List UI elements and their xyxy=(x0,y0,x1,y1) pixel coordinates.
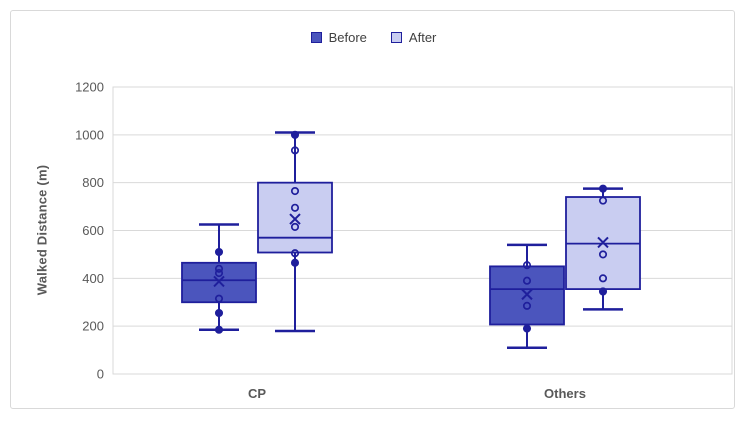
box-cp-before xyxy=(181,223,257,334)
data-point xyxy=(290,146,300,155)
data-point xyxy=(214,264,224,273)
mean-x-marker xyxy=(521,288,533,301)
mean-x-marker xyxy=(289,213,301,225)
data-point xyxy=(214,308,224,318)
legend-label-after: After xyxy=(408,30,437,45)
before-series-swatch xyxy=(310,32,322,43)
x-category-label-cp: CP xyxy=(247,386,267,401)
y-tick-label-600: 600 xyxy=(82,223,104,238)
y-axis-title: Walked Distance (m) xyxy=(34,164,50,296)
data-point xyxy=(290,130,300,139)
data-point xyxy=(290,258,300,267)
data-point xyxy=(522,276,532,285)
y-tick-label-1200: 1200 xyxy=(75,80,104,95)
data-point xyxy=(522,301,532,310)
legend-label-before: Before xyxy=(328,30,367,45)
data-point xyxy=(598,287,608,296)
data-point xyxy=(598,196,608,205)
legend: Before After xyxy=(0,30,747,45)
x-category-label-others: Others xyxy=(544,386,586,401)
data-point xyxy=(214,325,224,334)
after-series-swatch xyxy=(390,32,402,43)
y-tick-label-800: 800 xyxy=(82,175,104,190)
data-point xyxy=(522,261,532,270)
plot-area-border xyxy=(112,86,733,375)
data-point xyxy=(598,250,608,259)
data-point xyxy=(522,324,532,333)
data-point xyxy=(214,294,224,303)
y-axis-tick-labels: 0 200 400 600 800 1000 1200 xyxy=(75,80,104,382)
y-tick-label-200: 200 xyxy=(82,319,104,334)
box-others-after xyxy=(565,184,641,311)
mean-x-marker xyxy=(597,236,609,249)
data-point xyxy=(290,186,300,196)
data-point xyxy=(598,274,608,283)
box-others-before xyxy=(489,243,565,349)
legend-item-after: After xyxy=(390,30,437,45)
y-tick-label-0: 0 xyxy=(97,367,104,382)
data-point xyxy=(290,222,300,231)
y-tick-label-1000: 1000 xyxy=(75,127,104,142)
legend-item-before: Before xyxy=(310,30,367,45)
data-point xyxy=(598,184,608,193)
y-tick-label-400: 400 xyxy=(82,271,104,286)
data-point xyxy=(290,249,300,258)
data-point xyxy=(214,247,224,257)
data-point xyxy=(214,269,224,278)
box-cp-after xyxy=(257,130,333,333)
mean-x-marker xyxy=(213,275,225,288)
data-point xyxy=(290,203,300,212)
